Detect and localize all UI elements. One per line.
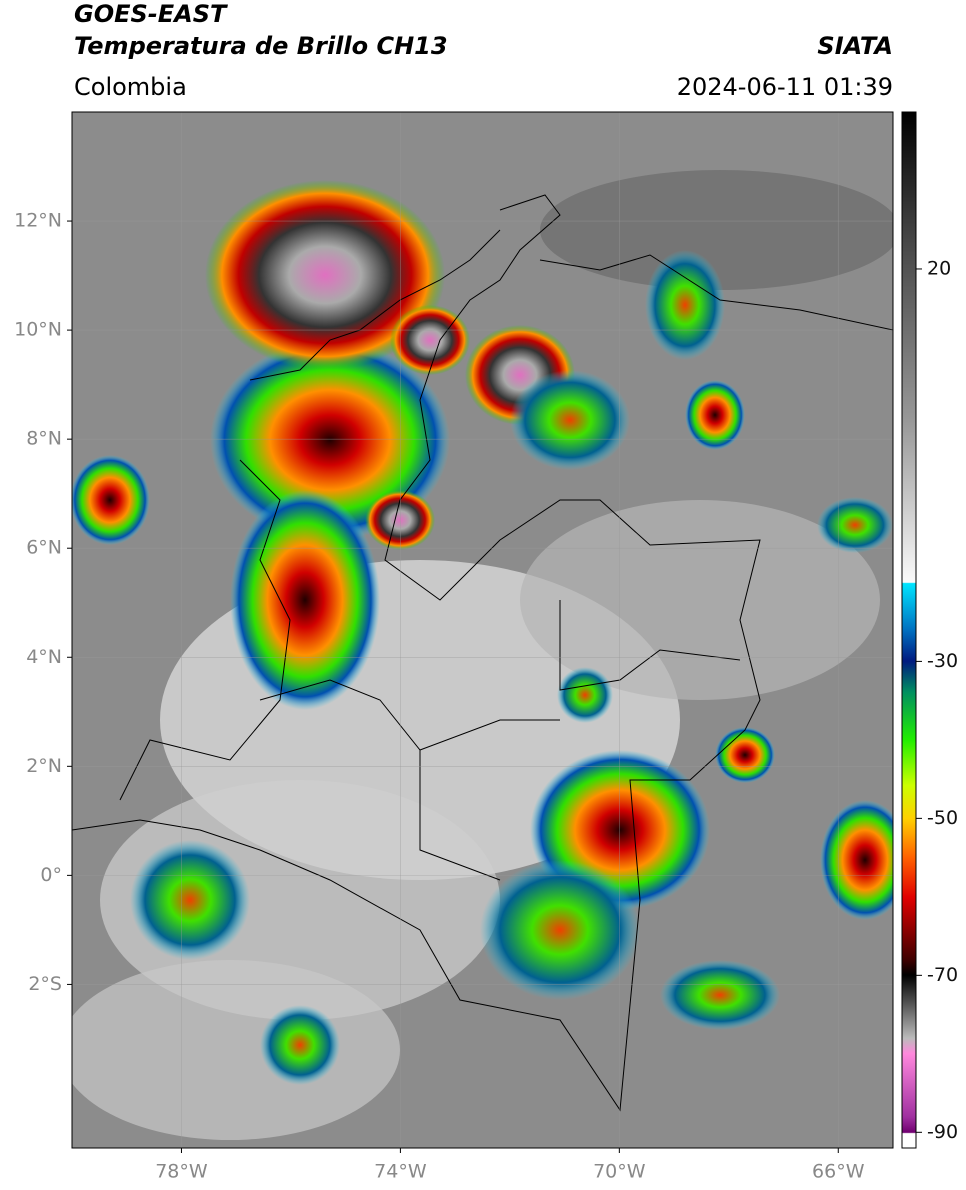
storm <box>390 305 470 375</box>
map-image <box>72 112 893 1148</box>
storm <box>205 180 445 370</box>
colorbar-tick-label: -50 <box>927 807 958 829</box>
border-line <box>539 254 893 331</box>
storm <box>645 250 725 360</box>
border-line <box>119 459 291 801</box>
storm <box>557 667 613 723</box>
source: SIATA <box>817 32 893 60</box>
lat-tick-label: 4°N <box>26 646 62 668</box>
subtitle: Temperatura de Brillo CH13 <box>74 32 448 60</box>
lon-tick-label: 66°W <box>812 1161 865 1183</box>
colorbar <box>901 111 917 1149</box>
border-line <box>72 194 761 1112</box>
graticule <box>72 112 893 1148</box>
colorbar-tick-label: -90 <box>927 1121 958 1143</box>
storm <box>660 960 780 1030</box>
cloud <box>520 500 880 700</box>
storm <box>365 490 435 550</box>
storm <box>480 860 640 1000</box>
storm <box>260 1005 340 1085</box>
cloud <box>540 170 893 290</box>
colorbar-tick-label: -30 <box>927 650 958 672</box>
map-frame <box>71 111 894 1149</box>
colorbar-tick-label: 20 <box>927 257 951 279</box>
lon-tick-label: 70°W <box>593 1161 646 1183</box>
lat-tick-label: 8°N <box>26 428 62 450</box>
storm <box>715 727 775 783</box>
colorbar-tick-label: -70 <box>927 964 958 986</box>
lat-tick-label: 6°N <box>26 537 62 559</box>
timestamp: 2024-06-11 01:39 <box>677 73 893 101</box>
lat-tick-label: 2°N <box>26 755 62 777</box>
storm <box>72 455 150 545</box>
lat-tick-label: 10°N <box>14 319 62 341</box>
border-line <box>259 679 560 881</box>
cloud <box>100 780 500 1020</box>
storm <box>230 490 380 710</box>
storm <box>685 380 745 450</box>
lat-tick-label: 0° <box>40 864 62 886</box>
border-line <box>559 600 741 691</box>
storm <box>817 497 893 553</box>
lon-tick-label: 74°W <box>374 1161 427 1183</box>
cloud <box>72 960 400 1140</box>
lat-tick-label: 12°N <box>14 210 62 232</box>
storm <box>130 840 250 960</box>
storm <box>820 800 893 920</box>
border-line <box>249 229 501 381</box>
title: GOES-EAST <box>74 0 228 28</box>
storm <box>510 370 630 470</box>
lon-tick-label: 78°W <box>155 1161 208 1183</box>
region: Colombia <box>74 73 187 101</box>
lat-tick-label: 2°S <box>28 973 62 995</box>
